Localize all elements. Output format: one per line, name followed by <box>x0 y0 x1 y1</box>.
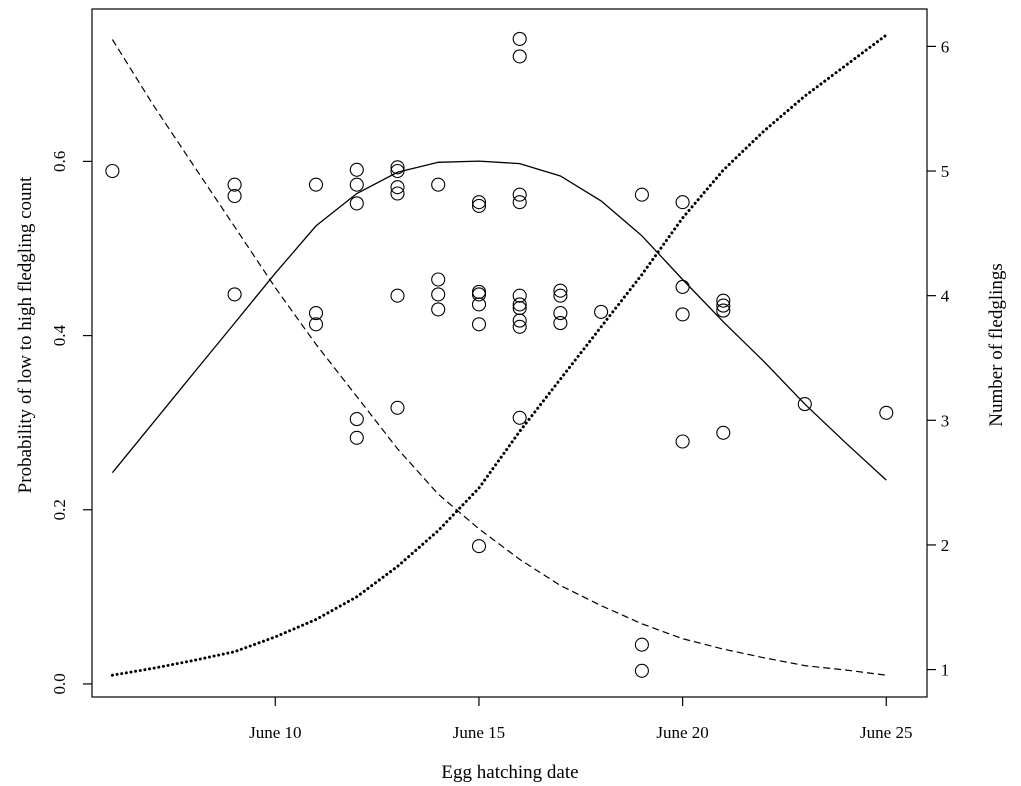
fitted-curves <box>110 33 888 677</box>
data-point <box>105 163 120 179</box>
data-point <box>634 187 649 202</box>
y-axis-right: 1 2 3 4 5 6 <box>927 37 950 680</box>
x-tick-label-3: June 25 <box>860 723 912 742</box>
curve-solid <box>111 160 887 481</box>
data-point <box>471 195 487 210</box>
data-point <box>716 425 731 440</box>
data-point <box>675 195 690 210</box>
data-point <box>431 177 446 192</box>
data-point <box>390 160 405 175</box>
data-point <box>675 434 690 449</box>
data-point <box>308 177 324 192</box>
data-point <box>675 307 690 322</box>
y-right-tick-label-5: 6 <box>941 37 950 56</box>
x-tick-label-0: June 10 <box>249 723 301 742</box>
data-point <box>471 297 487 312</box>
data-point <box>553 288 568 303</box>
data-point <box>716 298 731 313</box>
data-point <box>512 31 527 46</box>
data-point <box>634 663 649 678</box>
data-point <box>797 397 812 412</box>
y-left-tick-label-1: 0.2 <box>50 499 69 520</box>
y-axis-right-label: Number of fledglings <box>986 263 1007 427</box>
data-point <box>308 317 324 332</box>
y-axis-left: 0.0 0.2 0.4 0.6 <box>50 151 92 695</box>
data-point <box>431 287 446 302</box>
data-point <box>512 301 527 316</box>
x-axis-label: Egg hatching date <box>441 762 578 783</box>
y-right-tick-label-4: 5 <box>941 162 950 181</box>
data-point <box>512 297 527 312</box>
data-point <box>390 186 405 201</box>
data-point <box>349 430 364 445</box>
data-point <box>471 539 487 554</box>
data-point <box>349 196 364 211</box>
data-point <box>512 49 527 64</box>
x-tick-label-2: June 20 <box>656 723 708 742</box>
data-point <box>227 177 242 192</box>
data-point <box>716 303 731 318</box>
data-point <box>390 163 405 179</box>
data-point <box>512 187 527 202</box>
y-right-tick-label-3: 4 <box>941 287 950 306</box>
x-axis: June 10 June 15 June 20 June 25 <box>249 697 912 742</box>
y-right-tick-label-0: 1 <box>941 661 950 680</box>
plot-frame <box>91 8 928 698</box>
y-left-tick-label-2: 0.4 <box>50 324 69 346</box>
x-tick-label-1: June 15 <box>453 723 505 742</box>
data-point <box>553 283 568 298</box>
data-point <box>227 287 242 302</box>
data-point <box>594 304 609 319</box>
data-point <box>349 412 364 427</box>
data-point <box>390 400 405 415</box>
data-point <box>879 405 894 420</box>
data-point <box>390 288 405 303</box>
data-point <box>512 195 527 210</box>
y-right-tick-label-2: 3 <box>941 411 950 430</box>
data-point <box>349 177 364 192</box>
curve-dashed <box>111 39 887 676</box>
data-point <box>308 306 324 321</box>
y-right-tick-label-1: 2 <box>941 536 950 555</box>
data-point <box>431 272 446 287</box>
data-point <box>390 180 405 195</box>
curve-dotted <box>110 33 888 677</box>
data-point <box>227 188 242 204</box>
data-point <box>349 162 364 177</box>
data-point <box>553 316 568 331</box>
y-left-tick-label-0: 0.0 <box>50 673 69 694</box>
data-point <box>512 288 527 303</box>
data-point <box>553 306 568 321</box>
data-point <box>512 313 527 328</box>
data-points <box>105 31 894 678</box>
data-point <box>431 302 446 317</box>
data-point <box>512 319 527 334</box>
data-point <box>634 637 649 652</box>
y-left-tick-label-3: 0.6 <box>50 151 69 172</box>
y-axis-left-label: Probability of low to high fledgling cou… <box>15 176 36 493</box>
data-point <box>471 198 487 213</box>
data-point <box>716 293 731 308</box>
data-point <box>512 410 527 425</box>
data-point <box>675 279 690 294</box>
data-point <box>471 287 487 302</box>
data-point <box>471 317 487 332</box>
